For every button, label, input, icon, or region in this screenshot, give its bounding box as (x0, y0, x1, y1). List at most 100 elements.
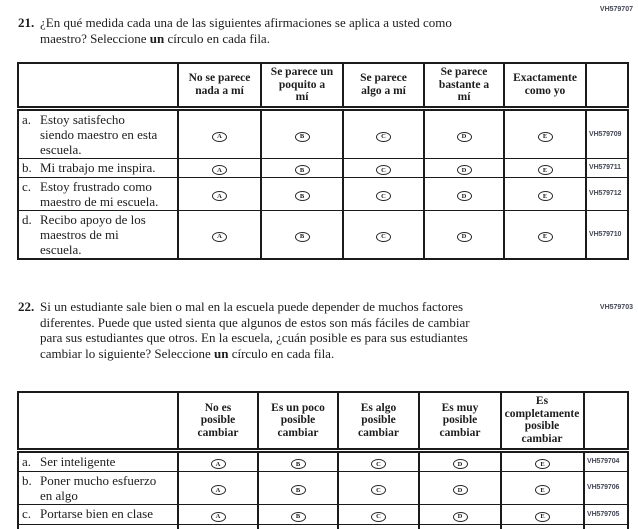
row-letter: d. (22, 211, 32, 227)
question-21-text-pre: ¿En qué medida cada una de las siguiente… (40, 15, 452, 46)
response-bubble[interactable]: B (294, 231, 310, 242)
response-bubble[interactable]: A (210, 459, 226, 469)
response-bubble[interactable]: D (452, 485, 468, 495)
response-cell: D (418, 449, 501, 471)
response-cell: E (503, 157, 586, 177)
response-cell: D (423, 176, 504, 210)
q21-column-header: Exactamente como yo (503, 63, 586, 111)
response-bubble[interactable]: C (371, 459, 386, 469)
row-label: Portarse bien en clase (40, 505, 153, 521)
table-row: c. Portarse bien en clase A B C D E VH579… (17, 503, 628, 524)
response-cell: A (177, 449, 258, 471)
response-cell: E (503, 209, 586, 259)
row-label: Poner mucho esfuerzo en algo (40, 472, 157, 503)
q22-column-header: Es muy posible cambiar (418, 392, 501, 453)
response-cell: C (342, 157, 424, 177)
response-bubble[interactable]: A (210, 485, 226, 495)
response-cell: B (260, 209, 343, 259)
response-bubble[interactable]: E (537, 191, 553, 201)
response-bubble[interactable]: E (535, 485, 550, 495)
row-label: Ser inteligente (40, 453, 116, 469)
q22-column-header: Es completamente posible cambiar (500, 392, 584, 453)
row-code: VH579709 (585, 107, 628, 158)
question-22-text-post: círculo en cada fila. (228, 345, 335, 361)
q21-response-table: No se parece nada a mí Se parece un poqu… (17, 62, 629, 260)
response-cell: E (503, 107, 586, 158)
response-cell: A (177, 157, 261, 177)
row-letter: a. (22, 453, 32, 469)
response-bubble[interactable]: B (294, 131, 310, 142)
response-bubble[interactable]: A (212, 231, 227, 242)
response-bubble[interactable]: C (371, 485, 386, 495)
response-bubble[interactable]: B (290, 485, 306, 495)
row-code: VH579712 (585, 176, 628, 210)
table-row-clipped (17, 523, 628, 529)
response-bubble[interactable]: B (290, 511, 306, 522)
question-21-text-post: círculo en cada fila. (164, 30, 270, 46)
response-cell: B (260, 157, 343, 177)
response-bubble[interactable]: A (212, 165, 227, 175)
question-22-accession-code: VH579703 (599, 304, 633, 311)
q22-header-empty (17, 392, 178, 453)
instruction-emphasis: un (149, 30, 165, 46)
response-bubble[interactable]: E (537, 231, 553, 242)
response-cell: A (177, 176, 261, 210)
response-cell: D (418, 503, 501, 524)
row-label-cell: c. Portarse bien en clase (17, 503, 178, 524)
response-bubble[interactable]: D (456, 191, 472, 201)
q22-response-table: No es posible cambiar Es un poco posible… (17, 391, 629, 529)
response-cell: C (337, 503, 419, 524)
response-bubble[interactable]: E (537, 165, 553, 175)
q21-header-row: No se parece nada a mí Se parece un poqu… (17, 63, 628, 111)
row-letter: c. (22, 505, 32, 521)
response-bubble[interactable]: E (535, 511, 550, 522)
response-bubble[interactable]: C (376, 231, 391, 242)
response-bubble[interactable]: D (452, 511, 468, 522)
row-code: VH579706 (583, 470, 628, 504)
row-label: Estoy frustrado como maestro de mi escue… (40, 178, 159, 209)
row-letter: a. (22, 111, 32, 127)
response-bubble[interactable]: E (535, 459, 550, 469)
response-bubble[interactable]: A (210, 511, 226, 522)
response-cell: D (423, 107, 504, 158)
response-bubble[interactable]: D (452, 459, 468, 469)
q21-header-empty (17, 63, 178, 111)
row-code: VH579711 (585, 157, 628, 177)
question-21-text: ¿En qué medida cada una de las siguiente… (40, 15, 615, 46)
response-bubble[interactable]: B (294, 165, 310, 175)
response-bubble[interactable]: C (376, 191, 391, 201)
response-bubble[interactable]: B (290, 459, 306, 469)
response-bubble[interactable]: B (294, 191, 310, 201)
row-label-cell: b. Mi trabajo me inspira. (17, 157, 178, 177)
question-21-accession-code: VH579707 (599, 6, 633, 13)
row-letter: b. (22, 159, 32, 175)
response-bubble[interactable]: D (456, 131, 472, 142)
response-cell: B (257, 470, 338, 504)
row-label-cell: c. Estoy frustrado como maestro de mi esc… (17, 176, 178, 210)
response-cell: E (500, 449, 584, 471)
row-code: VH579704 (583, 449, 628, 471)
table-row: a. Ser inteligente A B C D E VH579704 (17, 449, 628, 471)
response-cell: C (342, 107, 424, 158)
response-bubble[interactable]: C (371, 511, 386, 522)
question-22-text: Si un estudiante sale bien o mal en la e… (40, 299, 615, 361)
response-bubble[interactable]: A (212, 131, 227, 142)
response-cell: C (342, 209, 424, 259)
response-bubble[interactable]: C (376, 131, 391, 142)
table-row: b. Poner mucho esfuerzo en algo A B C D E… (17, 470, 628, 504)
response-bubble[interactable]: D (456, 231, 472, 242)
response-bubble[interactable]: E (537, 131, 553, 142)
response-cell: C (337, 470, 419, 504)
response-bubble[interactable]: A (212, 191, 227, 201)
response-bubble[interactable]: C (376, 165, 391, 175)
response-cell: E (500, 470, 584, 504)
row-code: VH579705 (583, 503, 628, 524)
q22-column-header: Es un poco posible cambiar (257, 392, 338, 453)
response-bubble[interactable]: D (456, 165, 472, 175)
row-label: Mi trabajo me inspira. (40, 159, 156, 175)
response-cell: B (260, 176, 343, 210)
row-label-cell: b. Poner mucho esfuerzo en algo (17, 470, 178, 504)
table-row: b. Mi trabajo me inspira. A B C D E VH579… (17, 157, 628, 177)
row-label-cell: a. Estoy satisfecho siendo maestro en est… (17, 107, 178, 158)
